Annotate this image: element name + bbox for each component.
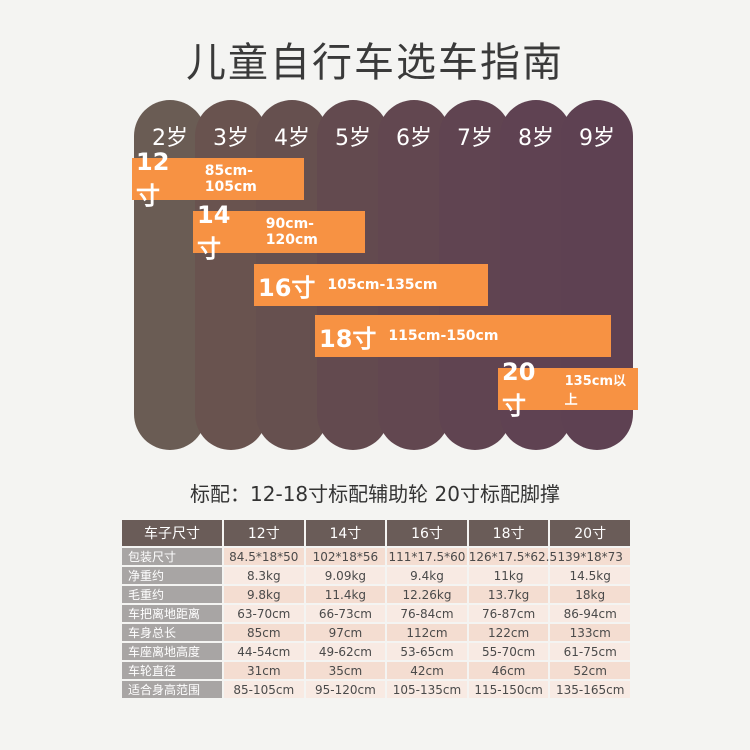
age-label: 6岁 [396,126,432,151]
table-cell: 42cm [387,662,467,679]
column-header: 16寸 [387,520,467,546]
size-band-20: 20寸 135cm以上 [498,358,638,420]
table-cell: 31cm [224,662,304,679]
table-cell: 105-135cm [387,681,467,698]
age-label: 7岁 [457,126,493,151]
table-cell: 139*18*73 [550,548,630,565]
age-label: 2岁 [152,126,188,151]
table-cell: 95-120cm [305,681,386,698]
spec-table-body: 包装尺寸 84.5*18*50 102*18*56 111*17.5*60 126*17… [122,548,630,698]
age-label: 5岁 [335,126,371,151]
table-cell: 102*18*56 [305,548,386,565]
column-header: 14寸 [305,520,386,546]
age-label: 3岁 [213,126,249,151]
table-cell: 122cm [468,624,549,641]
standard-equipment-note: 标配：12-18寸标配辅助轮 20寸标配脚撑 [190,482,560,506]
size-band-16: 16寸 105cm-135cm [254,264,488,306]
table-row: 车把离地距离 63-70cm 66-73cm 76-84cm 76-87cm 86-94c… [122,605,630,622]
page-title: 儿童自行车选车指南 [186,40,564,86]
table-cell: 8.3kg [224,567,304,584]
table-cell: 14.5kg [550,567,630,584]
table-row: 毛重约 9.8kg 11.4kg 12.26kg 13.7kg 18kg [122,586,630,603]
table-cell: 126*17.5*62.5 [468,548,558,565]
table-cell: 115-150cm [468,681,549,698]
row-label: 适合身高范围 [122,681,222,698]
table-cell: 135-165cm [550,681,630,698]
table-cell: 112cm [387,624,467,641]
row-label: 毛重约 [122,586,222,603]
table-row: 包装尺寸 84.5*18*50 102*18*56 111*17.5*60 126*17… [122,548,630,565]
table-cell: 85-105cm [224,681,304,698]
table-cell: 44-54cm [224,643,304,660]
band-size: 20寸 [502,357,536,420]
table-cell: 84.5*18*50 [224,548,304,565]
size-band-14: 14寸 90cm-120cm [193,201,365,263]
band-size: 14寸 [197,200,231,263]
table-header-row: 车子尺寸 12寸 14寸 16寸 18寸 20寸 [122,520,630,546]
table-cell: 111*17.5*60 [387,548,467,565]
table-cell: 46cm [468,662,549,679]
table-cell: 76-84cm [387,605,467,622]
table-cell: 85cm [224,624,304,641]
table-cell: 9.09kg [305,567,386,584]
table-cell: 9.4kg [387,567,467,584]
table-cell: 76-87cm [468,605,549,622]
column-header: 20寸 [550,520,630,546]
band-size: 12寸 [136,147,170,210]
band-range: 105cm-135cm [327,277,438,293]
band-size: 16寸 [258,273,316,302]
table-cell: 35cm [305,662,386,679]
table-cell: 49-62cm [305,643,386,660]
table-row: 车身总长 85cm 97cm 112cm 122cm 133cm [122,624,630,641]
table-cell: 61-75cm [550,643,630,660]
table-cell: 133cm [550,624,630,641]
band-range: 115cm-150cm [388,328,499,344]
age-label: 8岁 [518,126,554,151]
band-range: 85cm-105cm [204,163,257,195]
table-row: 适合身高范围 85-105cm 95-120cm 105-135cm 115-150cm… [122,681,630,698]
row-label: 车轮直径 [122,662,222,679]
spec-table: 车子尺寸 12寸 14寸 16寸 18寸 20寸 包装尺寸 84.5*18*50 1… [120,518,632,700]
row-label: 包装尺寸 [122,548,222,565]
table-row: 净重约 8.3kg 9.09kg 9.4kg 11kg 14.5kg [122,567,630,584]
band-size: 18寸 [319,324,377,353]
table-cell: 53-65cm [387,643,467,660]
table-cell: 55-70cm [468,643,549,660]
table-cell: 18kg [550,586,630,603]
table-cell: 66-73cm [305,605,386,622]
table-cell: 12.26kg [387,586,467,603]
band-range: 135cm以上 [564,374,627,408]
table-cell: 86-94cm [550,605,630,622]
table-cell: 9.8kg [224,586,304,603]
row-label: 车座离地高度 [122,643,222,660]
age-label: 9岁 [579,126,615,151]
band-range: 90cm-120cm [265,216,318,248]
table-row: 车轮直径 31cm 35cm 42cm 46cm 52cm [122,662,630,679]
size-band-18: 18寸 115cm-150cm [315,315,611,357]
table-cell: 52cm [550,662,630,679]
table-cell: 13.7kg [468,586,549,603]
table-cell: 63-70cm [224,605,304,622]
column-header: 18寸 [468,520,549,546]
table-cell: 97cm [305,624,386,641]
column-header: 车子尺寸 [122,520,222,546]
table-cell: 11kg [468,567,549,584]
size-band-12: 12寸 85cm-105cm [132,148,304,210]
column-header: 12寸 [224,520,304,546]
table-cell: 11.4kg [305,586,386,603]
row-label: 净重约 [122,567,222,584]
age-label: 4岁 [274,126,310,151]
table-row: 车座离地高度 44-54cm 49-62cm 53-65cm 55-70cm 61-75c… [122,643,630,660]
row-label: 车身总长 [122,624,222,641]
row-label: 车把离地距离 [122,605,222,622]
